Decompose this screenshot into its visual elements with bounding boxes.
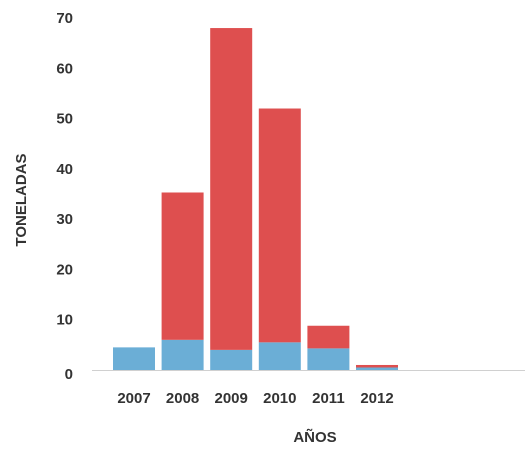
x-axis-title: AÑOS — [293, 428, 336, 446]
y-tick-label: 20 — [56, 261, 73, 278]
x-axis: 2007 2008 2009 2010 2011 2012 — [117, 390, 393, 407]
bar-segment — [356, 367, 398, 370]
y-tick-label: 70 — [56, 10, 73, 27]
bar-segment — [113, 347, 155, 370]
bar-segment — [307, 325, 350, 349]
y-tick-label: 50 — [56, 111, 73, 128]
y-axis-title: TONELADAS — [13, 153, 30, 246]
y-tick-label: 30 — [56, 211, 73, 228]
y-axis: 0 10 20 30 40 50 60 70 — [56, 10, 73, 383]
x-tick-label: 2007 — [117, 390, 150, 407]
bar-segment — [161, 339, 204, 370]
x-tick-label: 2009 — [215, 390, 248, 407]
x-tick-label: 2008 — [166, 390, 199, 407]
bar-segment — [356, 364, 398, 368]
y-tick-label: 40 — [56, 161, 73, 178]
bar-segment — [210, 28, 253, 350]
y-tick-label: 10 — [56, 312, 73, 329]
x-tick-label: 2011 — [312, 390, 345, 407]
x-tick-label: 2010 — [263, 390, 296, 407]
y-tick-label: 60 — [56, 60, 73, 77]
bar-segment — [258, 108, 301, 343]
bar-segment — [161, 192, 204, 340]
bar-segment — [258, 342, 301, 370]
bars — [92, 28, 525, 371]
bar-segment — [210, 349, 253, 370]
y-tick-label: 0 — [65, 366, 73, 383]
bar-segment — [307, 348, 350, 370]
x-tick-label: 2012 — [360, 390, 393, 407]
